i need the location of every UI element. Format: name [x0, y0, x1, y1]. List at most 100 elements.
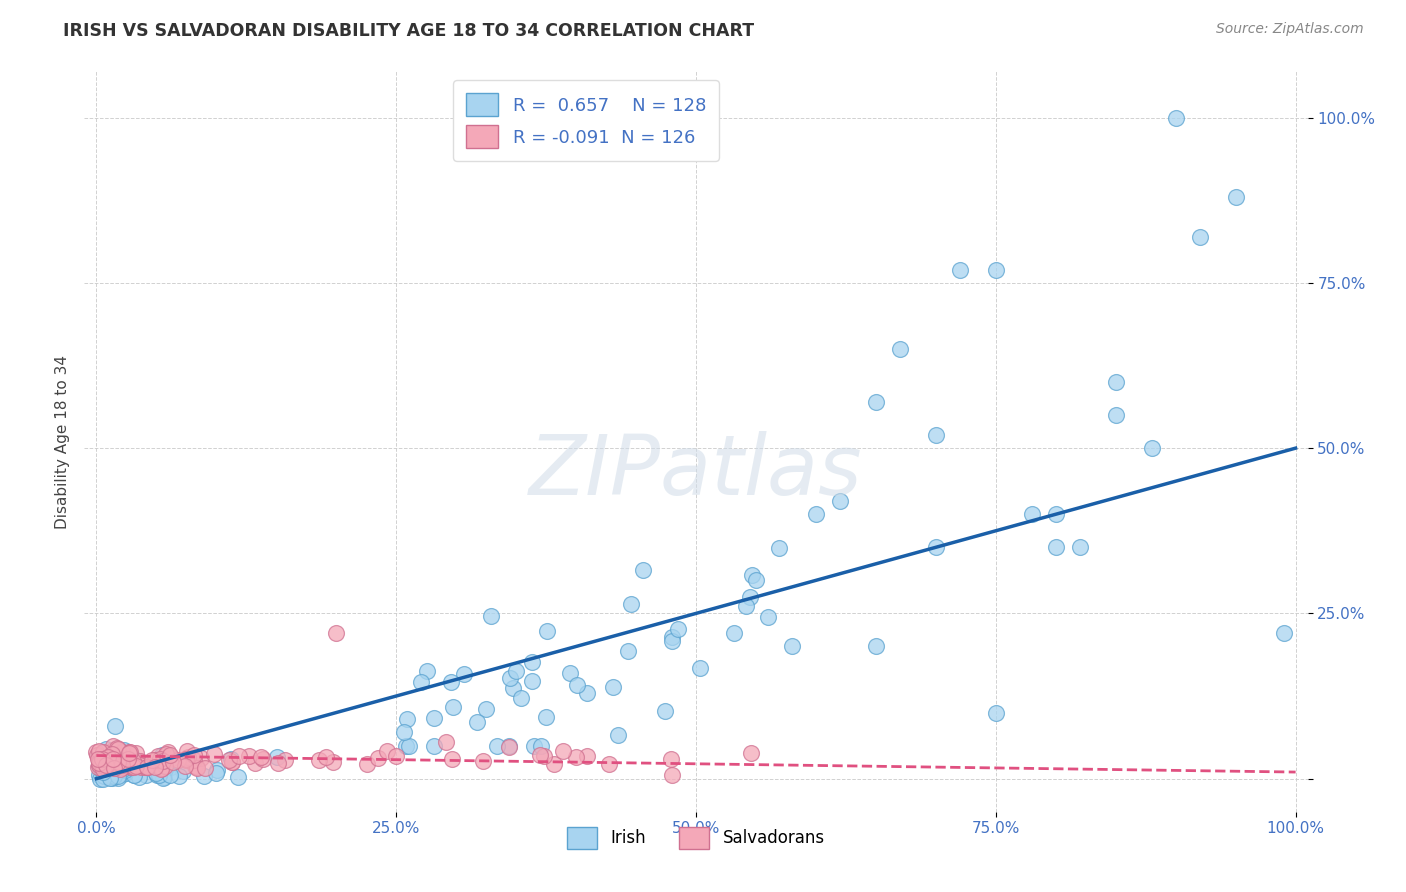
Point	[159, 768, 181, 782]
Point	[659, 752, 682, 766]
Point	[218, 753, 240, 767]
Point	[110, 762, 132, 776]
Point	[499, 671, 522, 685]
Point	[367, 751, 389, 765]
Point	[441, 700, 464, 714]
Point	[86, 759, 108, 773]
Point	[129, 760, 152, 774]
Point	[103, 761, 125, 775]
Point	[758, 609, 780, 624]
Point	[96, 750, 118, 764]
Point	[87, 754, 110, 768]
Point	[111, 760, 134, 774]
Point	[252, 752, 274, 766]
Point	[155, 759, 177, 773]
Point	[101, 769, 124, 783]
Point	[249, 749, 271, 764]
Point	[502, 681, 524, 695]
Point	[112, 766, 135, 780]
Point	[661, 768, 683, 782]
Point	[117, 752, 139, 766]
Point	[617, 643, 640, 657]
Point	[111, 764, 134, 779]
Point	[120, 760, 142, 774]
Point	[565, 749, 588, 764]
Point	[114, 766, 136, 780]
Point	[666, 622, 689, 636]
Point	[93, 769, 115, 783]
Point	[143, 764, 166, 779]
Point	[398, 739, 420, 753]
Point	[174, 752, 197, 766]
Point	[202, 747, 225, 761]
Point	[93, 769, 115, 783]
Point	[274, 753, 297, 767]
Point	[90, 752, 112, 766]
Point	[423, 711, 446, 725]
Point	[135, 758, 157, 772]
Point	[122, 759, 145, 773]
Point	[377, 744, 399, 758]
Point	[143, 753, 166, 767]
Point	[238, 749, 260, 764]
Point	[125, 759, 148, 773]
Point	[103, 757, 125, 772]
Point	[1225, 190, 1247, 204]
Point	[87, 744, 110, 758]
Point	[423, 739, 446, 753]
Point	[619, 597, 641, 611]
Point	[1069, 541, 1091, 555]
Point	[631, 563, 654, 577]
Point	[103, 755, 125, 769]
Point	[110, 762, 132, 776]
Point	[101, 743, 124, 757]
Point	[114, 764, 136, 778]
Point	[114, 743, 136, 757]
Point	[865, 395, 887, 409]
Point	[96, 758, 118, 772]
Point	[475, 702, 498, 716]
Point	[115, 758, 138, 772]
Point	[804, 508, 827, 522]
Point	[91, 762, 114, 776]
Point	[453, 666, 475, 681]
Point	[392, 725, 415, 739]
Point	[105, 747, 128, 762]
Point	[434, 734, 457, 748]
Point	[97, 749, 120, 764]
Point	[176, 744, 198, 758]
Point	[558, 665, 581, 680]
Point	[111, 745, 134, 759]
Point	[565, 678, 588, 692]
Point	[523, 739, 546, 753]
Point	[148, 749, 170, 764]
Point	[87, 758, 110, 772]
Point	[533, 749, 555, 764]
Point	[409, 675, 432, 690]
Point	[159, 748, 181, 763]
Point	[111, 757, 134, 772]
Point	[93, 753, 115, 767]
Point	[315, 750, 337, 764]
Point	[143, 760, 166, 774]
Point	[101, 747, 124, 762]
Point	[1045, 541, 1067, 555]
Point	[325, 626, 347, 640]
Point	[120, 760, 142, 774]
Point	[100, 771, 122, 785]
Point	[90, 752, 112, 766]
Point	[228, 748, 250, 763]
Point	[101, 759, 124, 773]
Point	[100, 757, 122, 772]
Point	[174, 759, 197, 773]
Point	[536, 710, 558, 724]
Point	[204, 766, 226, 780]
Point	[308, 753, 330, 767]
Point	[738, 590, 761, 604]
Point	[104, 719, 127, 733]
Point	[865, 640, 887, 654]
Point	[150, 748, 173, 763]
Point	[89, 755, 111, 769]
Point	[1140, 441, 1163, 455]
Point	[529, 747, 551, 762]
